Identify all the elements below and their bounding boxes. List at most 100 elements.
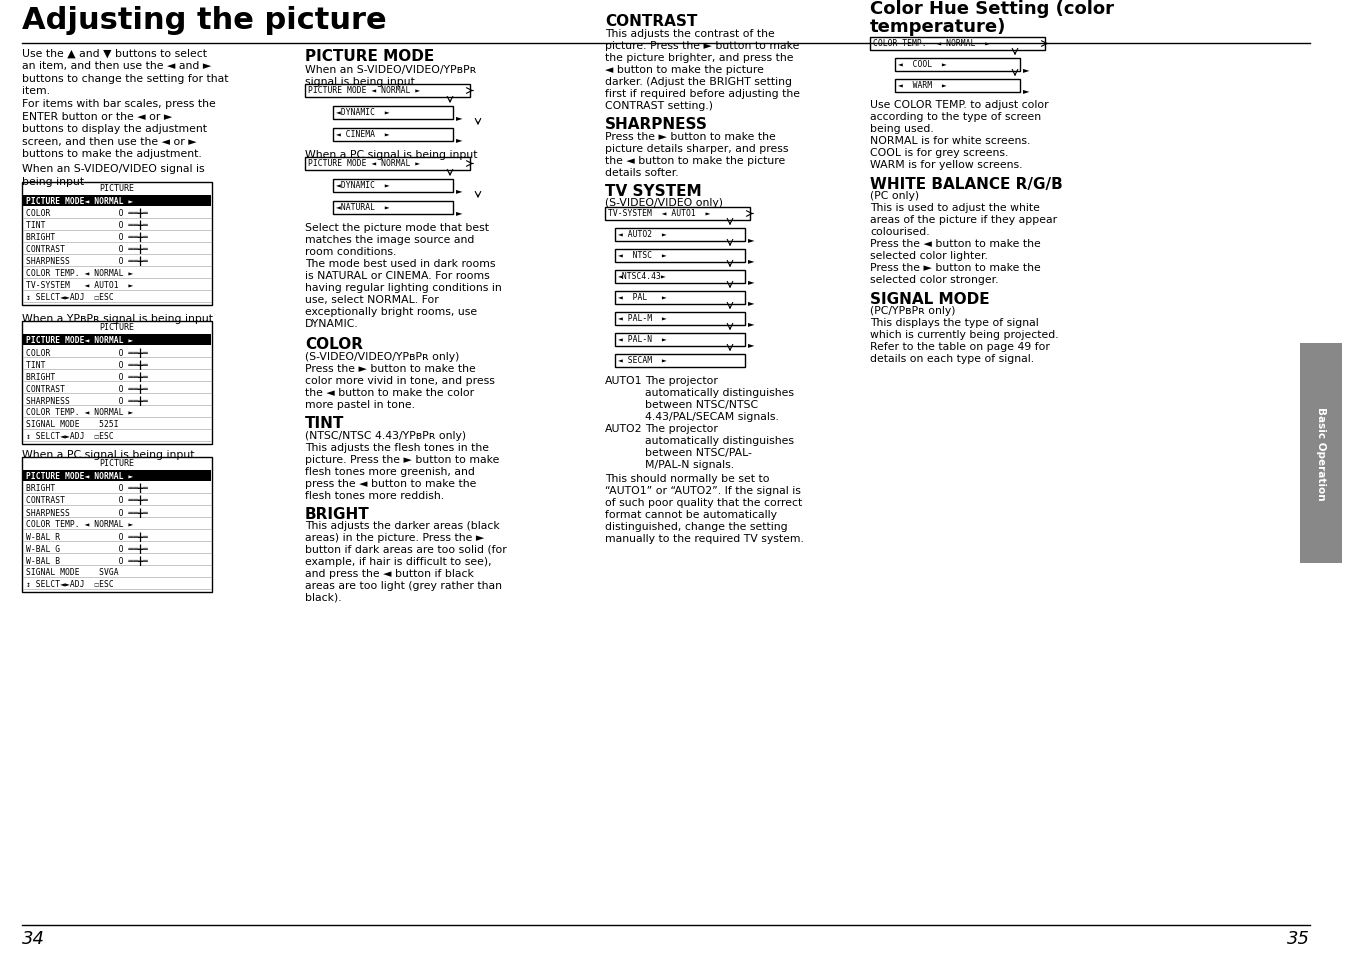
Text: Select the picture mode that best: Select the picture mode that best <box>305 223 489 233</box>
Text: PICTURE MODE ◄ NORMAL ►: PICTURE MODE ◄ NORMAL ► <box>308 159 420 168</box>
Text: TV-SYSTEM  ◄ AUTO1  ►: TV-SYSTEM ◄ AUTO1 ► <box>608 209 711 218</box>
Text: ↕ SELCT◄►ADJ  ☐ESC: ↕ SELCT◄►ADJ ☐ESC <box>26 293 113 302</box>
Text: TV-SYSTEM   ◄ AUTO1  ►: TV-SYSTEM ◄ AUTO1 ► <box>26 281 134 290</box>
Text: For items with bar scales, press the: For items with bar scales, press the <box>22 99 216 109</box>
Text: more pastel in tone.: more pastel in tone. <box>305 399 415 410</box>
Text: is NATURAL or CINEMA. For rooms: is NATURAL or CINEMA. For rooms <box>305 271 490 281</box>
Bar <box>23 195 211 207</box>
Text: CONTRAST setting.): CONTRAST setting.) <box>605 101 713 111</box>
Text: ◄  PAL   ►: ◄ PAL ► <box>617 293 667 302</box>
Text: COOL is for grey screens.: COOL is for grey screens. <box>870 148 1008 158</box>
Text: (S-VIDEO/VIDEO/YPʙPʀ only): (S-VIDEO/VIDEO/YPʙPʀ only) <box>305 352 459 361</box>
Text: ►: ► <box>457 135 462 144</box>
Text: ►: ► <box>748 318 754 328</box>
Text: the picture brighter, and press the: the picture brighter, and press the <box>605 53 793 63</box>
Text: and press the ◄ button if black: and press the ◄ button if black <box>305 568 474 578</box>
Text: COLOR              O ══╋═: COLOR O ══╋═ <box>26 209 147 218</box>
Text: according to the type of screen: according to the type of screen <box>870 112 1042 122</box>
Text: picture. Press the ► button to make: picture. Press the ► button to make <box>305 455 500 464</box>
Text: flesh tones more greenish, and: flesh tones more greenish, and <box>305 467 474 476</box>
Text: buttons to make the adjustment.: buttons to make the adjustment. <box>22 149 201 159</box>
Text: buttons to change the setting for that: buttons to change the setting for that <box>22 74 228 84</box>
Text: TINT: TINT <box>305 416 345 431</box>
Bar <box>332 202 453 214</box>
Text: black).: black). <box>305 593 342 602</box>
Text: 34: 34 <box>22 929 45 947</box>
Text: 4.43/PAL/SECAM signals.: 4.43/PAL/SECAM signals. <box>644 412 780 421</box>
Text: PICTURE: PICTURE <box>100 184 135 193</box>
Text: (S-VIDEO/VIDEO only): (S-VIDEO/VIDEO only) <box>605 198 723 208</box>
Text: The projector: The projector <box>644 423 717 434</box>
Text: of such poor quality that the correct: of such poor quality that the correct <box>605 497 802 507</box>
Text: SIGNAL MODE    525I: SIGNAL MODE 525I <box>26 419 119 429</box>
Bar <box>615 292 744 305</box>
Bar <box>1300 344 1342 563</box>
Text: distinguished, change the setting: distinguished, change the setting <box>605 521 788 532</box>
Text: When a PC signal is being input: When a PC signal is being input <box>305 150 477 160</box>
Text: colourised.: colourised. <box>870 227 929 236</box>
Text: SHARPNESS          O ══╋═: SHARPNESS O ══╋═ <box>26 395 147 405</box>
Text: This displays the type of signal: This displays the type of signal <box>870 317 1039 328</box>
Text: (NTSC/NTSC 4.43/YPʙPʀ only): (NTSC/NTSC 4.43/YPʙPʀ only) <box>305 431 466 440</box>
Text: areas) in the picture. Press the ►: areas) in the picture. Press the ► <box>305 533 484 542</box>
Text: COLOR TEMP. ◄ NORMAL ►: COLOR TEMP. ◄ NORMAL ► <box>26 269 134 277</box>
Text: Color Hue Setting (color: Color Hue Setting (color <box>870 0 1115 18</box>
Text: COLOR: COLOR <box>305 336 363 352</box>
Bar <box>615 334 744 347</box>
Text: SIGNAL MODE    SVGA: SIGNAL MODE SVGA <box>26 567 119 577</box>
Text: ◄NATURAL  ►: ◄NATURAL ► <box>336 203 389 212</box>
Text: CONTRAST           O ══╋═: CONTRAST O ══╋═ <box>26 496 147 505</box>
Text: W-BAL R            O ══╋═: W-BAL R O ══╋═ <box>26 532 147 541</box>
Text: example, if hair is difficult to see),: example, if hair is difficult to see), <box>305 557 492 566</box>
Text: Basic Operation: Basic Operation <box>1316 407 1325 500</box>
Text: M/PAL-N signals.: M/PAL-N signals. <box>644 459 734 470</box>
Text: screen, and then use the ◄ or ►: screen, and then use the ◄ or ► <box>22 136 197 147</box>
Bar <box>22 322 212 444</box>
Text: W-BAL B            O ══╋═: W-BAL B O ══╋═ <box>26 556 147 565</box>
Text: When a YPʙPʀ signal is being input: When a YPʙPʀ signal is being input <box>22 314 213 324</box>
Text: ENTER button or the ◄ or ►: ENTER button or the ◄ or ► <box>22 112 172 121</box>
Text: being input: being input <box>22 177 84 187</box>
Text: button if dark areas are too solid (for: button if dark areas are too solid (for <box>305 544 507 555</box>
Text: ►: ► <box>748 255 754 265</box>
Text: (PC/YPʙPʀ only): (PC/YPʙPʀ only) <box>870 306 955 315</box>
Text: Press the ► button to make the: Press the ► button to make the <box>870 263 1040 273</box>
Bar <box>605 208 750 221</box>
Text: flesh tones more reddish.: flesh tones more reddish. <box>305 491 444 500</box>
Bar <box>870 38 1046 51</box>
Bar <box>615 313 744 326</box>
Text: ►: ► <box>457 186 462 194</box>
Text: CONTRAST           O ══╋═: CONTRAST O ══╋═ <box>26 384 147 393</box>
Text: BRIGHT: BRIGHT <box>305 506 370 521</box>
Text: PICTURE: PICTURE <box>100 323 135 332</box>
Text: Refer to the table on page 49 for: Refer to the table on page 49 for <box>870 341 1050 352</box>
Text: This adjusts the flesh tones in the: This adjusts the flesh tones in the <box>305 442 489 453</box>
Text: Press the ► button to make the: Press the ► button to make the <box>605 132 775 142</box>
Bar <box>22 457 212 593</box>
Text: The mode best used in dark rooms: The mode best used in dark rooms <box>305 258 496 269</box>
Text: ►: ► <box>457 208 462 216</box>
Text: use, select NORMAL. For: use, select NORMAL. For <box>305 294 439 305</box>
Text: CONTRAST           O ══╋═: CONTRAST O ══╋═ <box>26 245 147 254</box>
Text: PICTURE MODE◄ NORMAL ►: PICTURE MODE◄ NORMAL ► <box>26 472 134 480</box>
Text: SIGNAL MODE: SIGNAL MODE <box>870 292 990 307</box>
Text: Use COLOR TEMP. to adjust color: Use COLOR TEMP. to adjust color <box>870 100 1048 110</box>
Text: This should normally be set to: This should normally be set to <box>605 474 770 483</box>
Text: BRIGHT             O ══╋═: BRIGHT O ══╋═ <box>26 233 147 242</box>
Text: ◄DYNAMIC  ►: ◄DYNAMIC ► <box>336 108 389 117</box>
Text: ►: ► <box>748 276 754 286</box>
Text: press the ◄ button to make the: press the ◄ button to make the <box>305 478 477 489</box>
Text: When a PC signal is being input: When a PC signal is being input <box>22 450 195 459</box>
Text: item.: item. <box>22 87 50 96</box>
Text: automatically distinguishes: automatically distinguishes <box>644 436 794 446</box>
Text: ►: ► <box>457 112 462 122</box>
Text: TV SYSTEM: TV SYSTEM <box>605 184 701 199</box>
Text: ◄ AUTO2  ►: ◄ AUTO2 ► <box>617 230 667 239</box>
Text: which is currently being projected.: which is currently being projected. <box>870 330 1059 339</box>
Text: ►: ► <box>748 339 754 349</box>
Text: ◄  WARM  ►: ◄ WARM ► <box>898 81 947 90</box>
Text: COLOR TEMP.  ◄ NORMAL  ►: COLOR TEMP. ◄ NORMAL ► <box>873 39 990 48</box>
Bar <box>615 355 744 368</box>
Text: PICTURE MODE◄ NORMAL ►: PICTURE MODE◄ NORMAL ► <box>26 335 134 345</box>
Text: ◄DYNAMIC  ►: ◄DYNAMIC ► <box>336 181 389 190</box>
